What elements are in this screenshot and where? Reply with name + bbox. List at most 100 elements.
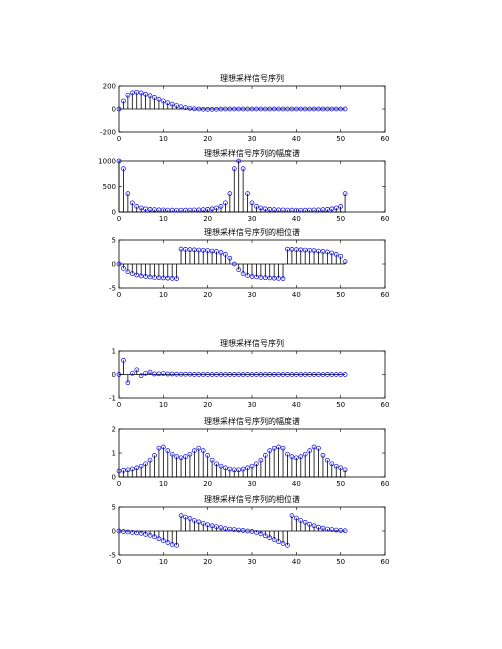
stem-marker	[129, 90, 135, 96]
stem-marker	[342, 467, 348, 473]
stem-marker	[325, 249, 330, 255]
stem-marker	[262, 372, 268, 377]
stem-marker	[311, 523, 317, 529]
stem-marker	[227, 372, 233, 377]
stem-marker	[311, 248, 317, 253]
stem-marker	[338, 528, 344, 533]
x-tick-label: 20	[203, 291, 212, 299]
stem-marker	[293, 372, 299, 377]
stem-marker	[165, 100, 171, 106]
stem-marker	[152, 275, 157, 280]
y-tick-label: 5	[112, 237, 116, 245]
stem-marker	[192, 247, 197, 253]
stem-marker	[223, 465, 228, 471]
stem-marker	[183, 371, 188, 377]
stem-marker	[196, 445, 202, 451]
stem-marker	[342, 106, 348, 112]
y-tick-label: 0	[112, 209, 116, 217]
stem-marker	[125, 269, 131, 275]
stem-marker	[183, 105, 188, 110]
stem-marker	[325, 457, 330, 463]
stem-marker	[160, 98, 166, 104]
stem-marker	[316, 372, 321, 377]
stem-marker	[156, 275, 162, 281]
stem-marker	[160, 444, 166, 450]
stem-marker	[293, 455, 299, 461]
stem-marker	[125, 467, 131, 473]
stem-marker	[240, 466, 246, 472]
stem-marker	[174, 276, 179, 281]
stem-marker	[298, 106, 304, 112]
y-tick-label: -1	[109, 395, 116, 403]
stem-marker	[240, 528, 246, 533]
stem-marker	[325, 526, 330, 532]
stem-marker	[338, 253, 344, 259]
x-tick-label: 10	[159, 480, 168, 488]
stem-marker	[138, 205, 144, 211]
stem-marker	[165, 448, 171, 453]
stem-marker	[178, 207, 184, 213]
stem-marker	[293, 207, 299, 213]
stem-marker	[223, 526, 228, 531]
stem-marker	[307, 106, 312, 112]
x-tick-label: 40	[292, 135, 301, 143]
stem-marker	[187, 371, 193, 377]
stem-marker	[271, 207, 277, 213]
stem-marker	[249, 372, 255, 377]
x-tick-label: 60	[381, 401, 390, 409]
stem-marker	[280, 106, 286, 112]
stem-marker	[316, 524, 321, 530]
stem-marker	[231, 372, 237, 377]
stem-marker	[245, 106, 250, 112]
stem-marker	[156, 536, 162, 542]
stem-marker	[200, 448, 206, 453]
stem-marker	[134, 367, 140, 373]
stem-marker	[307, 207, 312, 213]
stem-marker	[320, 453, 326, 458]
stem-marker	[307, 521, 312, 527]
stem-marker	[320, 207, 326, 213]
stem-marker	[325, 206, 330, 212]
stem-marker	[320, 249, 326, 254]
stem-marker	[342, 191, 348, 196]
stem-marker	[245, 273, 250, 278]
stem-marker	[302, 451, 308, 457]
stem-marker	[258, 372, 264, 377]
stem-marker	[258, 275, 264, 280]
stem-marker	[333, 252, 339, 257]
stem-marker	[311, 106, 317, 112]
stem-marker	[160, 275, 166, 281]
stem-marker	[125, 191, 131, 196]
subplot-title: 理想采样信号序列的幅度谱	[204, 416, 300, 426]
stem-marker	[249, 106, 255, 112]
stem-marker	[129, 370, 135, 376]
stem-marker	[289, 454, 295, 459]
stem-marker	[267, 372, 273, 377]
stem-marker	[174, 454, 179, 459]
stem-marker	[200, 106, 206, 112]
x-tick-label: 40	[292, 215, 301, 223]
x-tick-label: 40	[292, 480, 301, 488]
stem-marker	[329, 106, 335, 112]
stem-marker	[271, 106, 277, 112]
stem-marker	[298, 247, 304, 253]
x-tick-label: 10	[159, 291, 168, 299]
stem-marker	[187, 207, 193, 213]
stem-marker	[214, 461, 219, 467]
stem-marker	[240, 166, 246, 171]
stem-marker	[129, 530, 135, 535]
stem-marker	[178, 513, 184, 518]
x-tick-label: 50	[336, 401, 345, 409]
stem-marker	[316, 106, 321, 112]
stem-marker	[143, 532, 148, 537]
stem-marker	[245, 528, 250, 534]
stem-marker	[254, 461, 259, 467]
stem-marker	[231, 467, 237, 473]
stem-marker	[209, 206, 215, 212]
stem-marker	[138, 463, 144, 469]
y-tick-label: 0	[112, 261, 116, 269]
x-tick-label: 0	[117, 291, 121, 299]
stem-marker	[262, 275, 268, 281]
stem-marker	[271, 372, 277, 377]
stem-marker	[240, 271, 246, 276]
